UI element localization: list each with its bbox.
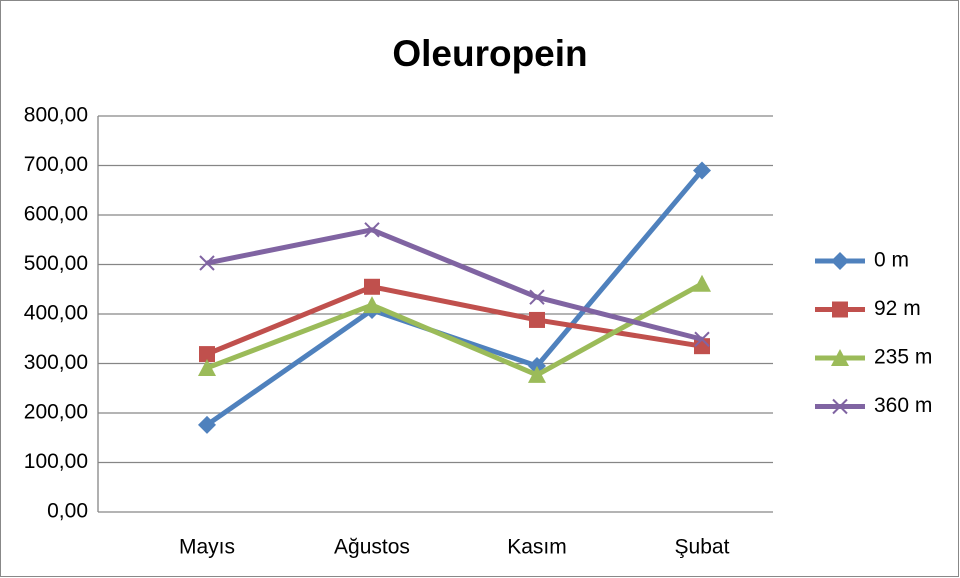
x-tick-label: Ağustos (334, 536, 410, 559)
y-tick-label: 600,00 (24, 203, 88, 226)
marker (199, 255, 215, 271)
x-tick-label: Mayıs (179, 536, 235, 559)
legend-label: 92 m (874, 297, 921, 320)
y-tick-label: 800,00 (24, 104, 88, 127)
marker (529, 311, 545, 328)
marker (198, 415, 216, 434)
marker (529, 289, 545, 305)
marker (364, 222, 380, 238)
marker (528, 365, 546, 383)
x-tick-label: Kasım (507, 536, 567, 559)
marker (693, 161, 711, 180)
legend-label: 0 m (874, 249, 909, 272)
y-tick-label: 500,00 (24, 252, 88, 275)
series-line (206, 227, 703, 342)
marker (694, 331, 710, 347)
marker (199, 346, 215, 363)
series-line (206, 281, 704, 378)
marker (831, 349, 849, 366)
y-tick-label: 300,00 (24, 351, 88, 374)
y-tick-label: 200,00 (24, 401, 88, 424)
marker (364, 278, 380, 295)
y-tick-label: 100,00 (24, 450, 88, 473)
series-line (206, 284, 703, 357)
y-tick-label: 400,00 (24, 302, 88, 325)
legend-label: 235 m (874, 346, 932, 369)
marker (363, 296, 381, 314)
chart-title: Oleuropein (392, 33, 587, 74)
legend-label: 360 m (874, 394, 932, 417)
y-tick-label: 700,00 (24, 153, 88, 176)
marker (831, 252, 849, 270)
marker (198, 358, 216, 376)
marker (832, 398, 848, 415)
x-tick-label: Şubat (675, 536, 730, 559)
marker (693, 274, 711, 292)
marker (832, 301, 848, 318)
y-tick-label: 0,00 (47, 500, 88, 523)
